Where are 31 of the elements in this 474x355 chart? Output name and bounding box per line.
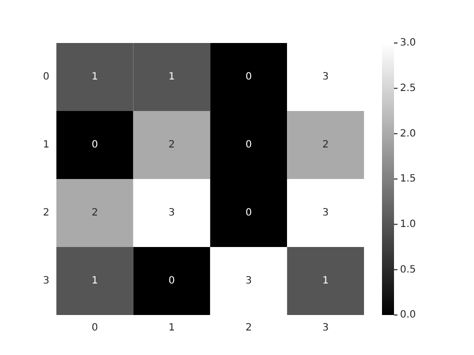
x-tick-label: 3 xyxy=(322,322,329,334)
data-label: 1 xyxy=(168,72,175,83)
color-bar-label: 0.5 xyxy=(400,264,416,276)
data-label: 2 xyxy=(92,208,98,219)
y-tick-label: 0 xyxy=(42,72,50,83)
data-label: 1 xyxy=(92,276,98,287)
data-label: 1 xyxy=(322,276,329,287)
data-label: 3 xyxy=(322,208,329,219)
data-label: 3 xyxy=(322,72,329,83)
color-bar-label: 3.0 xyxy=(400,38,416,49)
data-label: 0 xyxy=(245,208,252,219)
color-bar-label: 0.0 xyxy=(400,310,416,321)
color-bar-label: 1.0 xyxy=(400,218,416,230)
data-label: 0 xyxy=(168,276,175,287)
data-label: 2 xyxy=(168,140,175,151)
data-label: 0 xyxy=(245,72,252,83)
data-label: 1 xyxy=(92,72,98,83)
color-bar-label: 2.0 xyxy=(400,128,416,140)
y-tick-label: 3 xyxy=(42,276,50,287)
data-label: 0 xyxy=(92,140,98,151)
y-tick-label: 2 xyxy=(42,208,50,219)
data-label: 3 xyxy=(168,208,175,219)
data-label: 3 xyxy=(245,276,252,287)
x-tick-label: 2 xyxy=(245,322,252,334)
x-tick-label: 0 xyxy=(92,322,98,334)
y-tick-label: 1 xyxy=(42,140,50,151)
color-bar-label: 2.5 xyxy=(400,82,416,94)
data-label: 0 xyxy=(245,140,252,151)
x-tick-label: 1 xyxy=(168,322,175,334)
color-bar-label: 1.5 xyxy=(400,174,416,185)
data-label: 2 xyxy=(322,140,329,151)
